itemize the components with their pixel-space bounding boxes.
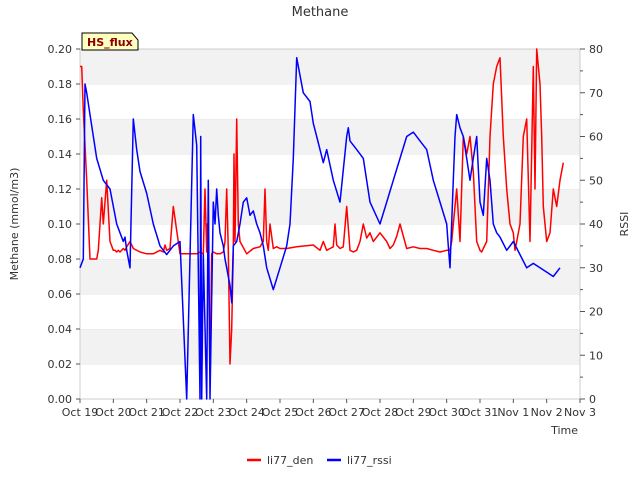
y-tick-label: 0.18 — [48, 78, 73, 91]
grid-band — [80, 49, 580, 84]
y2-axis-label: RSSI — [618, 212, 631, 237]
y2-tick-label: 30 — [589, 262, 603, 275]
grid-band — [80, 329, 580, 364]
x-tick-label: Oct 28 — [362, 406, 399, 419]
y2-tick-label: 50 — [589, 174, 603, 187]
x-tick-label: Oct 20 — [95, 406, 132, 419]
legend: li77_den li77_rssi — [247, 454, 392, 467]
y-tick-label: 0.20 — [48, 43, 73, 56]
y-tick-label: 0.00 — [48, 393, 73, 406]
badge-box — [81, 32, 139, 51]
grid-band — [80, 154, 580, 189]
x-tick-label: Nov 2 — [531, 406, 563, 419]
x-tick-label: Oct 21 — [128, 406, 165, 419]
x-axis-label: Time — [550, 424, 578, 437]
y-tick-label: 0.16 — [48, 113, 73, 126]
legend-label-li77-rssi: li77_rssi — [347, 454, 392, 467]
y-tick-label: 0.10 — [48, 218, 73, 231]
x-tick-label: Oct 29 — [395, 406, 432, 419]
grid-band — [80, 119, 580, 154]
y2-tick-label: 10 — [589, 349, 603, 362]
grid-band — [80, 84, 580, 119]
y-tick-label: 0.14 — [48, 148, 73, 161]
x-tick-label: Oct 23 — [195, 406, 232, 419]
legend-label-li77-den: li77_den — [267, 454, 313, 467]
x-tick-label: Oct 19 — [62, 406, 99, 419]
badge-label: HS_flux — [87, 36, 133, 49]
y-tick-label: 0.08 — [48, 253, 73, 266]
x-tick-label: Oct 27 — [328, 406, 365, 419]
x-tick-label: Oct 30 — [428, 406, 465, 419]
x-tick-label: Oct 22 — [162, 406, 199, 419]
grid-band — [80, 294, 580, 329]
y2-tick-label: 40 — [589, 218, 603, 231]
x-tick-label: Oct 31 — [462, 406, 499, 419]
grid-band — [80, 189, 580, 224]
y-tick-label: 0.12 — [48, 183, 73, 196]
y2-tick-label: 0 — [589, 393, 596, 406]
grid-band — [80, 364, 580, 399]
series-line-li77-den — [80, 48, 565, 374]
grid-bands — [80, 48, 580, 399]
grid-band — [80, 259, 580, 294]
y2-axis-ticks: 0 10 20 30 40 50 60 70 80 — [580, 43, 603, 406]
y-tick-label: 0.04 — [48, 323, 73, 336]
y2-tick-label: 70 — [589, 87, 603, 100]
x-tick-label: Nov 1 — [497, 406, 529, 419]
series-lines — [79, 48, 565, 400]
y2-tick-label: 80 — [589, 43, 603, 56]
hs-flux-badge: HS_flux — [81, 32, 139, 51]
x-tick-label: Oct 24 — [228, 406, 265, 419]
x-tick-label: Nov 3 — [564, 406, 596, 419]
chart-title: Methane — [292, 5, 349, 20]
y2-tick-label: 60 — [589, 131, 603, 144]
y-tick-label: 0.06 — [48, 288, 73, 301]
x-tick-label: Oct 26 — [295, 406, 332, 419]
y2-tick-label: 20 — [589, 306, 603, 319]
y-tick-label: 0.02 — [48, 358, 73, 371]
series-line-li77-rssi — [79, 57, 561, 400]
grid-band — [80, 224, 580, 259]
y-axis-ticks: 0.00 0.02 0.04 0.06 0.08 0.10 0.12 0.14 0.16 0.18… — [48, 43, 80, 406]
x-tick-label: Oct 25 — [262, 406, 299, 419]
y-axis-label: Methane (mmol/m3) — [8, 168, 21, 281]
